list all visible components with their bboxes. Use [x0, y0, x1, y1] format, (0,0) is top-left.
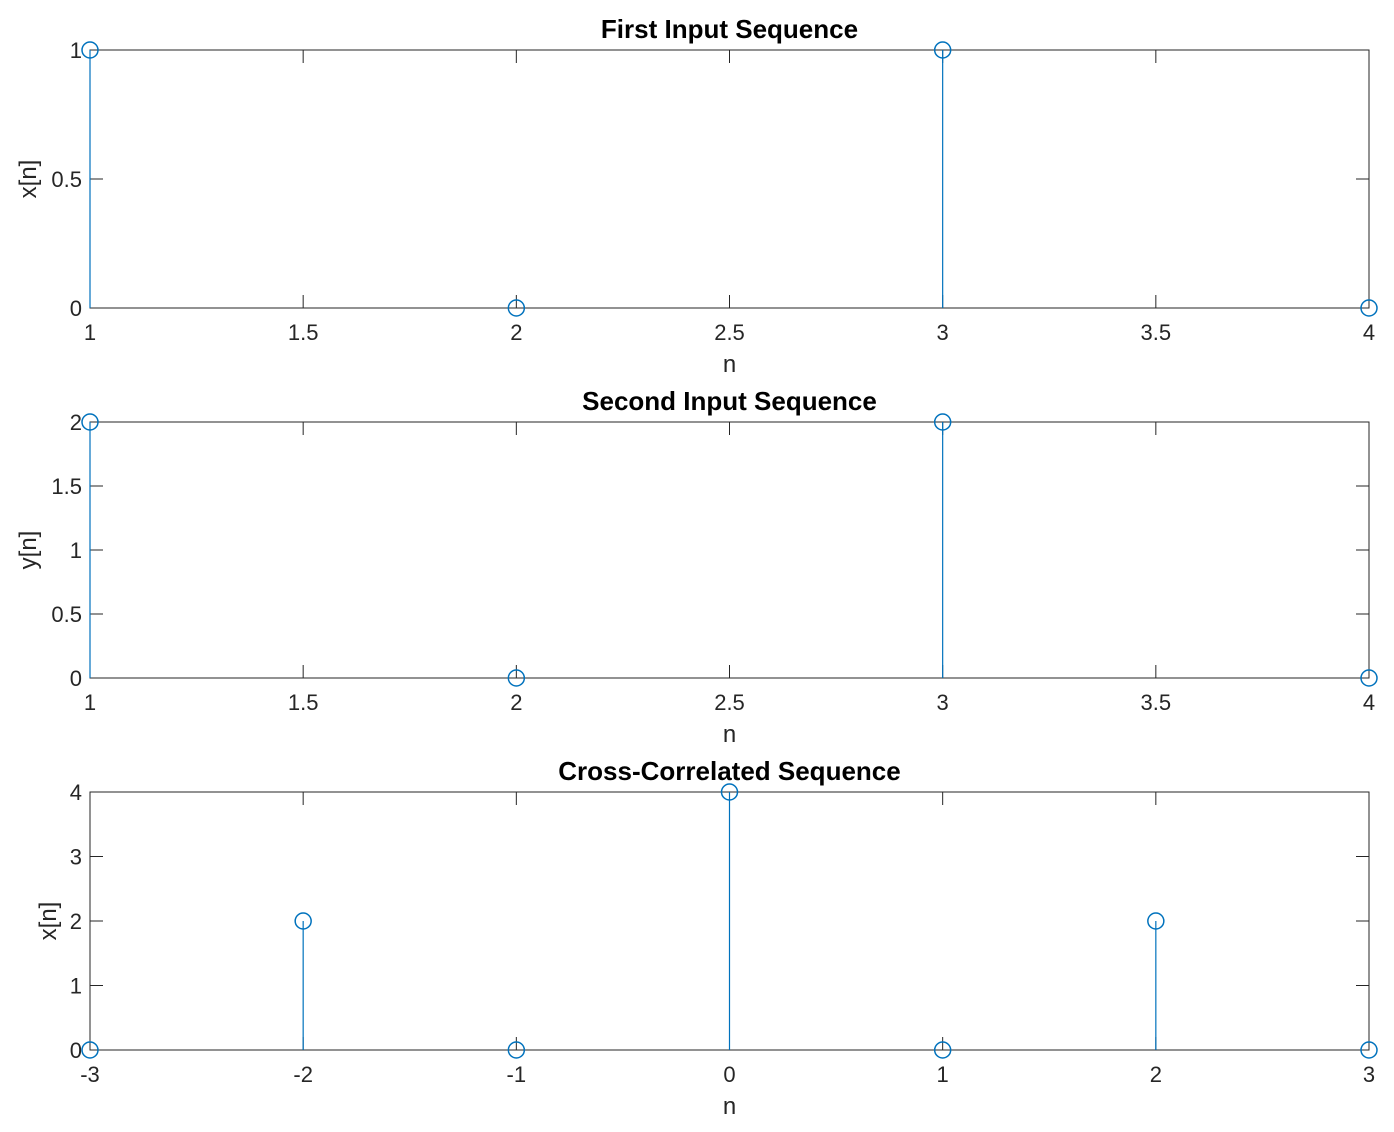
y-tick-label: 1	[70, 974, 82, 999]
x-tick-label: -2	[293, 1062, 313, 1087]
x-tick-label: 4	[1363, 320, 1375, 345]
y-tick-label: 0	[70, 296, 82, 321]
stem-marker	[933, 1041, 952, 1059]
x-tick-label: 3.5	[1141, 320, 1172, 345]
stem-marker	[933, 413, 952, 431]
x-tick-label: 0	[723, 1062, 735, 1087]
stem-marker	[1147, 912, 1165, 930]
stem-marker	[507, 669, 526, 687]
y-tick-label: 1	[70, 538, 82, 563]
stem-marker	[81, 413, 99, 431]
subplot-2: 1 1.5 2 2.5 3 3.5 4 0 0.5 1 1.5 2 Second Input Seque…	[15, 386, 1378, 748]
x-tick-label: 3	[1363, 1062, 1375, 1087]
x-tick-label: 3	[937, 320, 949, 345]
x-tick-label: 3.5	[1141, 690, 1172, 715]
y-tick-label: 2	[70, 909, 82, 934]
x-tick-label: 2	[510, 690, 522, 715]
stem-marker	[507, 299, 526, 317]
stem-marker	[933, 41, 952, 59]
x-tick-label: 2.5	[714, 320, 745, 345]
x-tick-label: 2	[1150, 1062, 1162, 1087]
y-tick-label: 0	[70, 666, 82, 691]
x-tick-label: 1.5	[288, 320, 319, 345]
y-tick-label: 1	[70, 38, 82, 63]
stem-marker	[294, 912, 312, 930]
y-axis-label: y[n]	[15, 531, 42, 570]
plot-title: Second Input Sequence	[582, 386, 877, 416]
y-tick-label: 4	[70, 780, 82, 805]
x-tick-label: 3	[937, 690, 949, 715]
x-tick-label: 1	[937, 1062, 949, 1087]
subplot-1: 1 1.5 2 2.5 3 3.5 4 0 0.5 1 First Input Sequence n x…	[15, 14, 1378, 378]
y-axis-label: x[n]	[15, 160, 42, 199]
axes-box	[89, 49, 1370, 309]
stem-marker	[507, 1041, 526, 1059]
x-axis-label: n	[723, 351, 736, 378]
y-tick-label: 0.5	[51, 167, 82, 192]
axes-box	[89, 421, 1370, 679]
stem-marker	[81, 41, 99, 59]
stem-marker	[1360, 669, 1378, 687]
stem-marker	[81, 1041, 99, 1059]
x-tick-label: 2	[510, 320, 522, 345]
stem-marker	[720, 783, 739, 801]
y-axis-label: x[n]	[35, 902, 62, 941]
stem-marker	[1360, 299, 1378, 317]
x-tick-label: 1	[84, 690, 96, 715]
x-axis-label: n	[723, 1093, 736, 1120]
y-tick-label: 0	[70, 1038, 82, 1063]
y-tick-label: 2	[70, 410, 82, 435]
x-tick-label: -3	[80, 1062, 100, 1087]
y-tick-label: 3	[70, 845, 82, 870]
y-tick-label: 1.5	[51, 474, 82, 499]
x-axis-label: n	[723, 721, 736, 748]
plot-title: First Input Sequence	[601, 14, 858, 44]
y-tick-label: 0.5	[51, 602, 82, 627]
x-tick-label: 1	[84, 320, 96, 345]
plot-title: Cross-Correlated Sequence	[558, 756, 900, 786]
x-tick-label: 2.5	[714, 690, 745, 715]
subplot-3: -3 -2 -1 0 1 2 3 0 1 2 3 4 Cross-Correlated Sequence…	[35, 756, 1378, 1120]
x-tick-label: -1	[507, 1062, 527, 1087]
stem-marker	[1360, 1041, 1378, 1059]
x-tick-label: 4	[1363, 690, 1375, 715]
x-tick-label: 1.5	[288, 690, 319, 715]
